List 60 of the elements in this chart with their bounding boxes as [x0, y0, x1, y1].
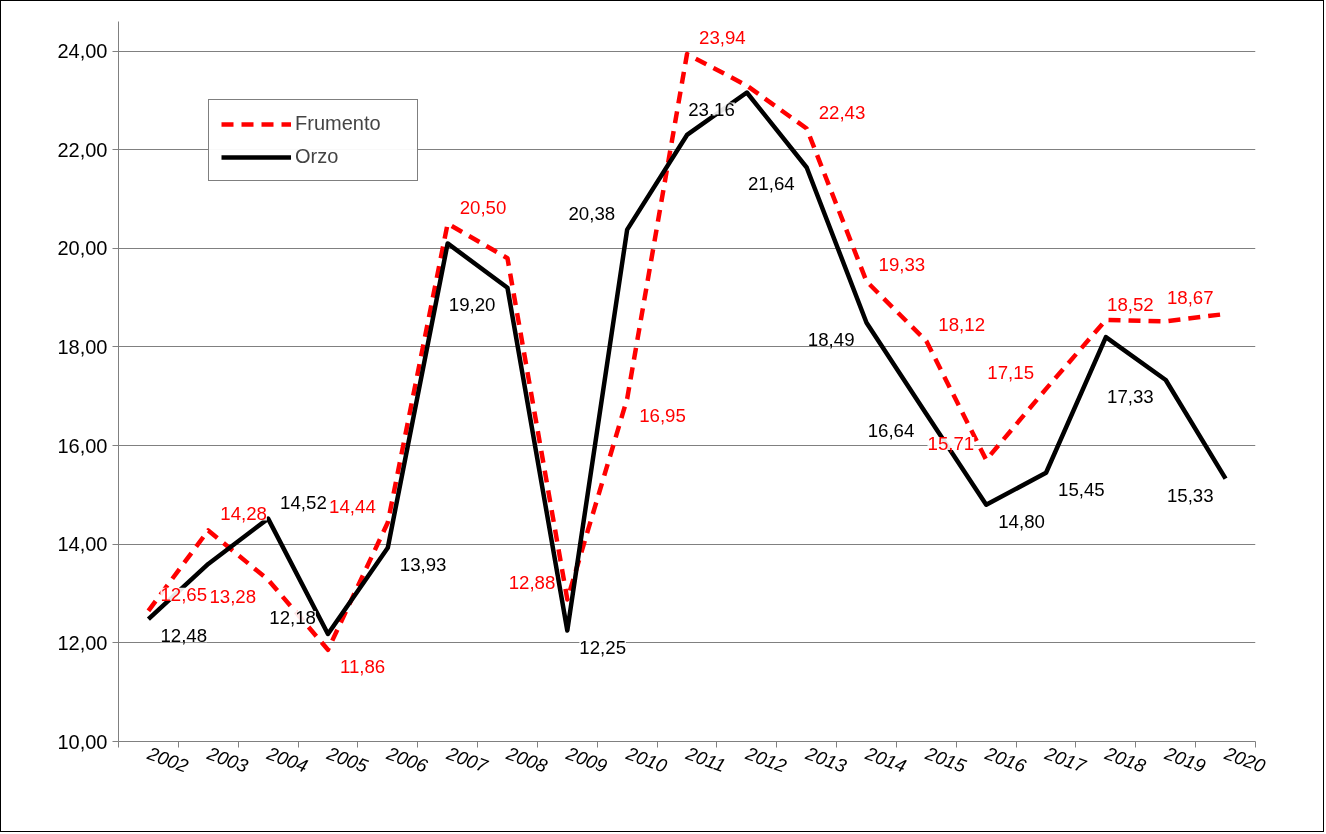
data-label: 19,33: [878, 254, 926, 276]
data-label: 15,33: [1166, 484, 1214, 506]
y-tick-label: 24,00: [57, 40, 108, 63]
data-label: 16,95: [639, 404, 686, 426]
data-label: 14,44: [329, 495, 376, 517]
data-label: 14,80: [998, 510, 1045, 532]
x-tick-label: 2018: [1101, 742, 1150, 777]
data-label: 12,48: [160, 625, 208, 647]
y-tick-label: 10,00: [57, 730, 108, 753]
data-label: 12,18: [269, 606, 316, 628]
x-tick-label: 2017: [1041, 742, 1090, 777]
y-tick-label: 18,00: [57, 335, 108, 358]
x-tick-label: 2016: [981, 742, 1030, 777]
x-tick-label: 2013: [802, 742, 850, 777]
data-label: 23,94: [699, 27, 746, 49]
y-tick-label: 20,00: [57, 237, 108, 260]
y-tick-label: 22,00: [57, 138, 108, 161]
x-tick-label: 2006: [383, 742, 431, 777]
data-label: 20,38: [568, 202, 616, 224]
data-label: 19,20: [448, 293, 496, 315]
data-label: 12,88: [508, 572, 556, 594]
data-label: 23,16: [688, 98, 735, 120]
data-label: 13,93: [399, 553, 447, 575]
data-label: 15,71: [927, 432, 975, 454]
data-label: 16,64: [867, 420, 915, 442]
x-tick-label: 2019: [1161, 742, 1209, 777]
legend-label: Frumento: [295, 112, 382, 135]
data-label: 20,50: [459, 196, 507, 218]
data-label: 12,65: [160, 583, 208, 605]
legend-label: Orzo: [295, 145, 340, 168]
y-tick-label: 16,00: [57, 434, 108, 457]
data-label: 18,12: [938, 314, 986, 336]
x-tick-label: 2010: [622, 742, 671, 777]
data-label: 11,86: [339, 655, 386, 677]
y-tick-label: 14,00: [57, 533, 108, 556]
data-label: 13,28: [209, 585, 257, 607]
x-tick-label: 2007: [443, 742, 491, 777]
data-label: 15,45: [1058, 478, 1105, 500]
data-label: 18,52: [1107, 294, 1154, 316]
x-tick-label: 2012: [742, 742, 791, 777]
data-label: 14,52: [280, 491, 327, 513]
data-label: 17,33: [1107, 386, 1154, 408]
data-label: 12,25: [579, 636, 626, 658]
data-label: 22,43: [818, 101, 866, 123]
data-label: 21,64: [748, 173, 795, 195]
x-tick-label: 2008: [502, 742, 551, 777]
x-tick-label: 2020: [1221, 742, 1269, 777]
x-tick-label: 2005: [323, 742, 372, 777]
y-tick-label: 12,00: [57, 631, 108, 654]
x-tick-label: 2014: [861, 742, 910, 777]
x-tick-label: 2009: [562, 742, 610, 777]
x-tick-label: 2011: [682, 742, 729, 777]
data-label: 14,28: [220, 503, 267, 525]
data-label: 18,49: [807, 328, 855, 350]
x-tick-label: 2015: [921, 742, 970, 777]
x-tick-label: 2004: [263, 742, 311, 777]
data-label: 18,67: [1166, 286, 1214, 308]
x-tick-label: 2002: [143, 742, 192, 777]
data-label: 17,15: [987, 361, 1035, 383]
x-tick-label: 2003: [203, 742, 252, 777]
